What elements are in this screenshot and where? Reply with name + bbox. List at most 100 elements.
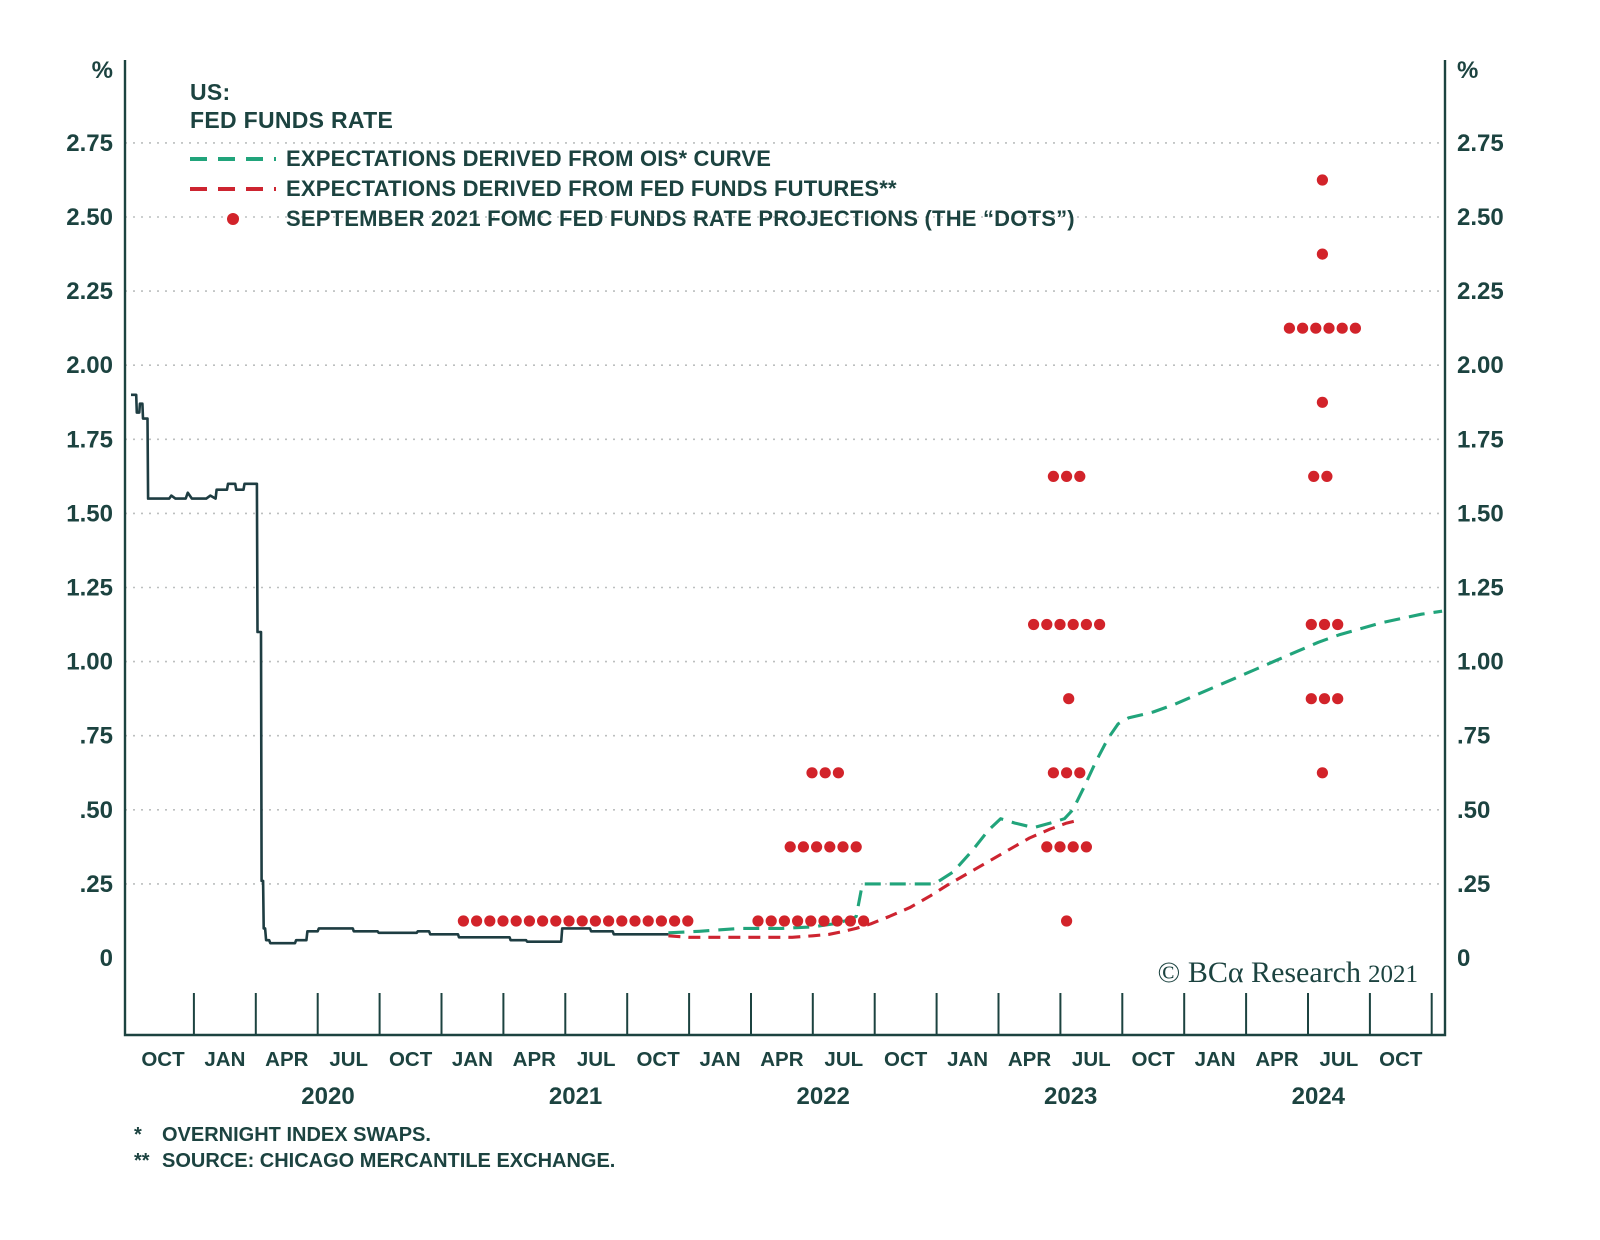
legend-item-ois: EXPECTATIONS DERIVED FROM OIS* CURVE — [190, 144, 1075, 174]
fomc-dot — [1316, 767, 1328, 779]
fomc-dot — [806, 767, 818, 779]
fomc-dot — [778, 915, 791, 927]
fomc-dot — [682, 915, 694, 927]
x-axis-month-label: JAN — [699, 1048, 740, 1071]
y-axis-label-right: .75 — [1457, 723, 1490, 750]
fomc-dot — [850, 841, 862, 853]
footnote-ois: * OVERNIGHT INDEX SWAPS. — [134, 1122, 615, 1148]
y-axis-label-left: 1.00 — [66, 649, 113, 676]
fomc-dot — [1323, 322, 1335, 334]
fomc-dot — [537, 915, 549, 927]
fomc-dot — [1061, 470, 1073, 482]
y-axis-label-right: 1.75 — [1457, 426, 1504, 453]
fomc-dot — [497, 915, 509, 927]
fomc-dot — [1047, 767, 1059, 779]
fomc-dot — [1074, 470, 1086, 482]
fed-funds-rate-line — [131, 393, 669, 945]
copyright-notice: © BCα Research 2021 — [998, 956, 1418, 990]
fomc-dot — [484, 915, 496, 927]
x-axis-month-label: OCT — [389, 1048, 433, 1071]
y-axis-label-left: 2.00 — [66, 352, 113, 379]
x-axis-month-label: APR — [760, 1048, 803, 1071]
fomc-dot — [824, 841, 836, 853]
fomc-dot — [510, 915, 522, 927]
chart-title: US: FED FUNDS RATE — [190, 78, 1075, 134]
fomc-dot — [784, 841, 796, 853]
fomc-dot — [837, 841, 849, 853]
fomc-dot — [1332, 618, 1344, 631]
plot-frame — [123, 60, 1447, 1037]
x-axis-month-label: OCT — [636, 1048, 680, 1071]
fomc-dot — [1080, 618, 1092, 631]
x-axis-month-label: APR — [1255, 1048, 1298, 1071]
y-axis-unit-right: % — [1457, 57, 1478, 84]
fomc-dot — [805, 915, 817, 927]
fomc-dot — [1028, 618, 1040, 631]
fomc-dot — [1336, 322, 1348, 334]
legend-label-fomc-dots: SEPTEMBER 2021 FOMC FED FUNDS RATE PROJE… — [286, 206, 1075, 231]
legend-item-fomc-dots: SEPTEMBER 2021 FOMC FED FUNDS RATE PROJE… — [190, 204, 1075, 234]
fomc-dot — [819, 767, 831, 779]
y-axis-label-right: 0 — [1457, 945, 1470, 972]
x-axis-month-label: OCT — [1132, 1048, 1176, 1071]
y-axis-label-left: .75 — [80, 723, 113, 750]
y-axis-label-left: 2.75 — [66, 130, 113, 157]
fomc-dot — [1308, 470, 1320, 482]
fomc-dot — [1316, 174, 1328, 186]
fomc-dot — [655, 915, 668, 927]
y-axis-label-left: 1.25 — [66, 575, 113, 602]
y-axis-label-left: 2.50 — [66, 204, 113, 231]
fomc-dot — [1047, 470, 1059, 482]
fomc-dot — [792, 915, 804, 927]
fomc-dot — [1054, 841, 1066, 853]
fomc-dot — [589, 915, 602, 927]
chart-legend: US: FED FUNDS RATE EXPECTATIONS DERIVED … — [190, 78, 1075, 234]
fomc-dot — [1310, 322, 1322, 334]
y-axis-label-left: .25 — [80, 871, 113, 898]
footnote-source: ** SOURCE: CHICAGO MERCANTILE EXCHANGE. — [134, 1148, 615, 1174]
fomc-dot — [1349, 322, 1361, 334]
fomc-dot — [576, 915, 588, 927]
fomc-dot — [1067, 841, 1079, 853]
fomc-dot — [1061, 767, 1073, 779]
chart-title-line1: US: — [190, 79, 231, 105]
x-axis-month-label: JAN — [204, 1048, 245, 1071]
fomc-dot — [1305, 693, 1317, 705]
y-axis-label-right: .50 — [1457, 797, 1490, 824]
x-axis-year-label: 2022 — [797, 1083, 850, 1110]
y-axis-label-left: 1.75 — [66, 426, 113, 453]
fomc-dot — [832, 767, 845, 779]
y-axis-unit-left: % — [92, 57, 113, 84]
fomc-dot — [471, 915, 483, 927]
fomc-dot — [642, 915, 654, 927]
y-axis-label-left: 0 — [100, 945, 113, 972]
chart-footnotes: * OVERNIGHT INDEX SWAPS. ** SOURCE: CHIC… — [134, 1122, 615, 1174]
x-axis-month-label: JUL — [1320, 1048, 1359, 1071]
x-axis-year-label: 2023 — [1044, 1083, 1097, 1110]
fomc-dot — [858, 915, 870, 927]
y-axis-label-right: 1.00 — [1457, 649, 1504, 676]
fomc-dot — [1041, 618, 1053, 631]
fomc-dot — [1283, 322, 1295, 334]
fomc-dot — [1318, 693, 1331, 705]
fomc-dot — [1305, 618, 1317, 631]
fomc-dot-swatch — [190, 213, 276, 225]
x-axis-month-label: JAN — [1195, 1048, 1236, 1071]
fomc-dot — [1054, 618, 1066, 631]
x-axis-year-label: 2021 — [549, 1083, 602, 1110]
fomc-dot — [831, 915, 843, 927]
fomc-dot — [1316, 396, 1328, 408]
fomc-dot — [603, 915, 615, 927]
fomc-dot — [1297, 322, 1309, 334]
x-axis-month-label: JUL — [824, 1048, 863, 1071]
fomc-dot — [563, 915, 575, 927]
footnote-marker-1: * — [134, 1124, 142, 1146]
x-axis-year-label: 2024 — [1292, 1083, 1346, 1110]
x-axis-month-label: APR — [1008, 1048, 1051, 1071]
x-axis-year-label: 2020 — [301, 1083, 354, 1110]
y-axis-label-right: .25 — [1457, 871, 1490, 898]
x-axis-month-label: JAN — [947, 1048, 988, 1071]
green-dash-icon — [190, 157, 276, 161]
fomc-dot — [629, 915, 641, 927]
